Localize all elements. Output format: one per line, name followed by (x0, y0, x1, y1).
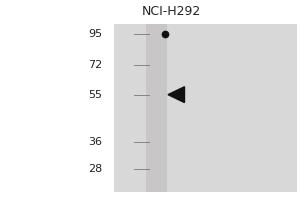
Text: 55: 55 (88, 90, 102, 100)
Text: 95: 95 (88, 29, 102, 39)
Bar (114, 24, 297, 192)
Text: NCI-H292: NCI-H292 (141, 5, 201, 18)
Text: 28: 28 (88, 164, 102, 174)
Text: 36: 36 (88, 137, 102, 147)
Bar (146, 24, 167, 192)
Polygon shape (168, 87, 184, 103)
Text: 72: 72 (88, 60, 102, 70)
